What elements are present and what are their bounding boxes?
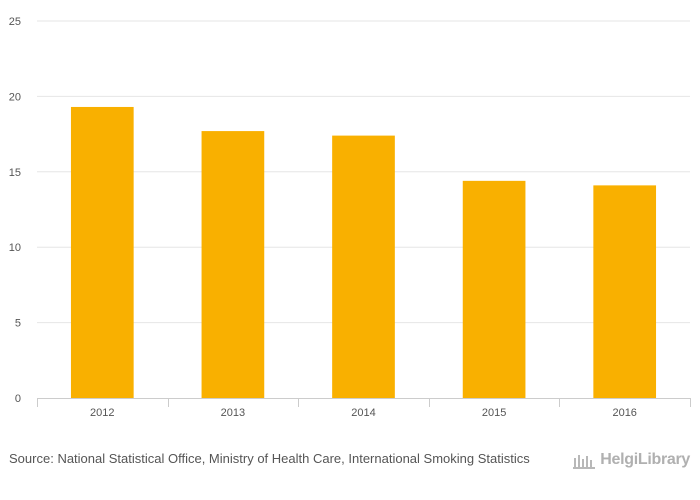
bar-2012[interactable]: [70, 106, 134, 399]
bar-layer: [70, 106, 657, 399]
source-text: National Statistical Office, Ministry of…: [57, 451, 530, 466]
y-tick-label: 25: [9, 16, 21, 28]
y-tick-label: 5: [15, 318, 21, 330]
x-tick-label: 2014: [351, 407, 375, 419]
y-tick-label: 15: [9, 167, 21, 179]
source-note: Source: National Statistical Office, Min…: [9, 450, 549, 467]
bar-2014[interactable]: [332, 135, 395, 398]
bar-chart: 0 5 10 15 20 25 2012 2013 2014 2015 2016: [9, 16, 691, 419]
x-tick-label: 2013: [221, 407, 245, 419]
brand-name: HelgiLibrary: [600, 451, 690, 468]
y-tick-label: 20: [9, 91, 21, 103]
y-tick-label: 10: [9, 242, 21, 254]
brand-logo: HelgiLibrary: [572, 448, 690, 472]
bar-2016[interactable]: [593, 185, 657, 398]
x-tick-label: 2012: [90, 407, 114, 419]
x-tick-label: 2016: [612, 407, 636, 419]
y-tick-label: 0: [15, 393, 21, 405]
library-building-icon: [572, 450, 596, 470]
x-tick-label: 2015: [482, 407, 506, 419]
source-prefix: Source:: [9, 451, 54, 466]
bar-2013[interactable]: [201, 131, 265, 399]
bar-2015[interactable]: [462, 180, 526, 398]
axis-layer: 0 5 10 15 20 25 2012 2013 2014 2015 2016: [9, 16, 691, 419]
